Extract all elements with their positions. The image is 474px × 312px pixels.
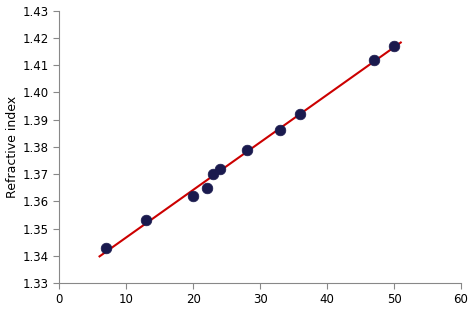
Point [370,57,378,62]
Point [203,185,210,190]
Point [190,193,197,198]
Point [276,128,284,133]
Y-axis label: Refractive index: Refractive index [6,96,18,198]
Point [243,147,251,152]
Point [210,172,217,177]
Point [390,43,398,48]
Point [216,166,224,171]
Point [143,218,150,223]
Point [297,112,304,117]
Point [102,245,110,250]
